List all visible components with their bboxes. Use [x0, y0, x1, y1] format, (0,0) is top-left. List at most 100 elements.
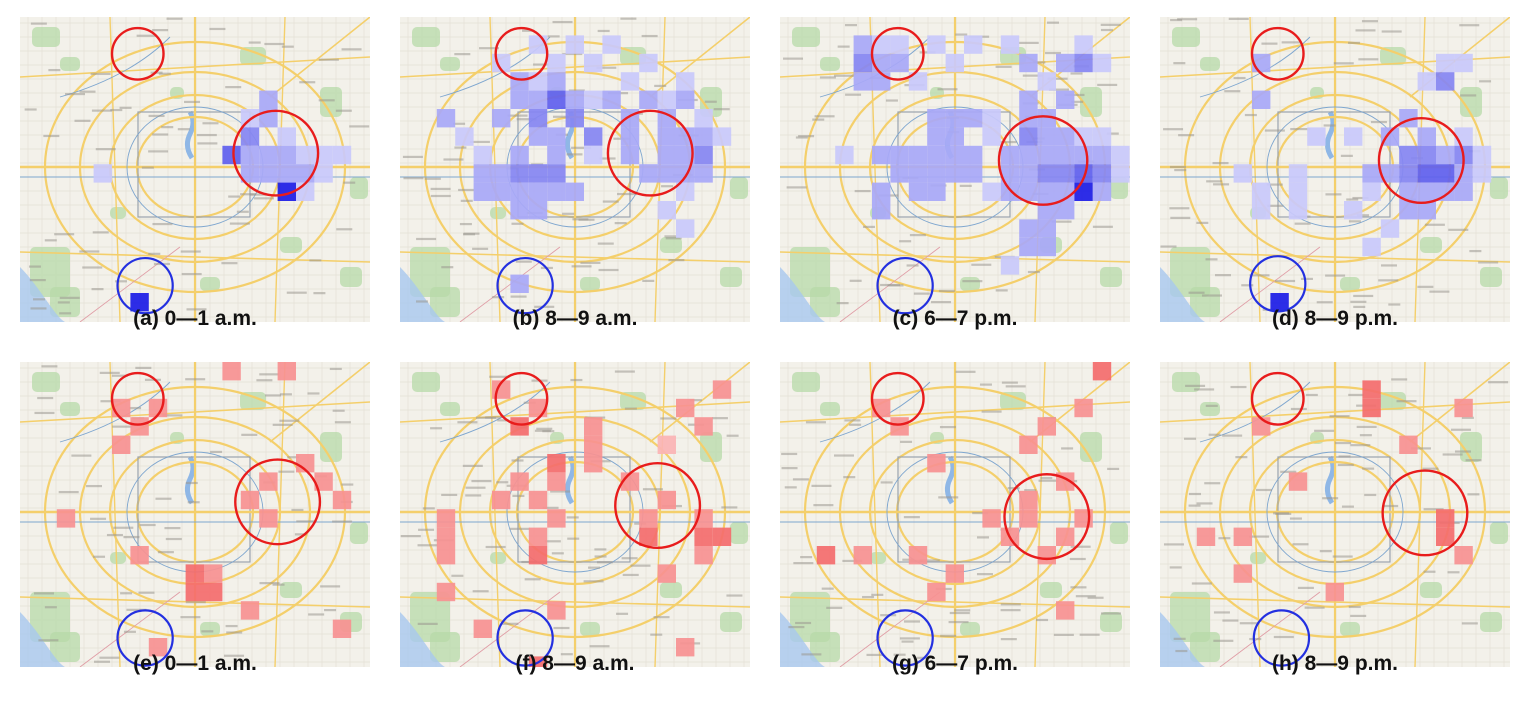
heat-cell [1019, 219, 1038, 238]
heat-cell [945, 145, 964, 165]
heat-cell [927, 182, 946, 201]
heat-cell [890, 145, 909, 165]
heat-cell [1380, 219, 1400, 238]
heat-cell [436, 109, 456, 128]
heat-cell [1019, 90, 1038, 109]
heat-cell [1056, 201, 1075, 220]
heat-cell [676, 398, 695, 418]
heat-cell [584, 454, 603, 473]
heat-cell [547, 145, 566, 165]
heat-cell [510, 201, 529, 220]
heat-cell [259, 90, 278, 109]
heat-cell [853, 72, 872, 91]
heat-cell [93, 164, 112, 183]
heat-cell [259, 145, 278, 165]
heat-cell [927, 582, 946, 602]
heat-cell [657, 164, 676, 183]
heat-cell [1417, 127, 1436, 146]
heat-cell [1000, 256, 1020, 275]
highlight-circle-red [1377, 117, 1465, 205]
heat-cell [964, 109, 983, 128]
heat-cell [240, 145, 260, 165]
heat-cell [436, 509, 456, 528]
heat-cell [259, 472, 278, 491]
heat-cell [945, 127, 964, 146]
heat-cell [1056, 145, 1075, 165]
panel-caption-f: (f) 8—9 a.m. [515, 652, 635, 675]
heat-cell [890, 164, 909, 183]
heat-cell [1454, 398, 1473, 418]
heat-cell [510, 90, 529, 109]
heat-cell [528, 164, 548, 183]
heat-cell [547, 509, 566, 528]
heat-cell [296, 145, 315, 165]
heat-cell [890, 417, 909, 436]
heat-cell [492, 109, 511, 128]
heat-cell [1436, 53, 1455, 73]
heat-cell [890, 35, 909, 54]
heat-cell [565, 182, 584, 201]
heat-cell [1288, 201, 1308, 220]
highlight-circle-red [234, 458, 322, 546]
heatmap-b [400, 17, 750, 322]
heat-cell [1056, 127, 1075, 146]
heat-cell [547, 472, 566, 491]
heat-cell [240, 127, 260, 146]
heat-cell [1019, 182, 1038, 201]
heat-cell [1019, 490, 1038, 510]
heat-cell [277, 362, 296, 381]
heat-cell [130, 546, 149, 565]
heat-cell [277, 182, 296, 201]
heat-cell [1233, 527, 1252, 546]
heat-cell [657, 435, 676, 454]
heat-cell [1399, 182, 1418, 201]
heat-cell [547, 90, 566, 109]
heat-cells [436, 380, 732, 667]
map-panel-f [400, 362, 750, 667]
heat-cell [1092, 164, 1112, 183]
heat-cell [1019, 53, 1038, 73]
heat-cell [314, 164, 333, 183]
heatmap-g [780, 362, 1130, 667]
heat-cell [565, 109, 584, 128]
map-panel-g [780, 362, 1130, 667]
highlight-circle-blue [1249, 255, 1307, 313]
heat-cell [1417, 164, 1436, 183]
map-panel-b [400, 17, 750, 322]
heat-cell [620, 145, 640, 165]
heat-cell [676, 219, 695, 238]
heat-cell [657, 490, 676, 510]
heat-cell [296, 182, 315, 201]
heat-cell [1056, 527, 1075, 546]
heat-cell [1056, 53, 1075, 73]
heat-cell [1111, 145, 1130, 165]
highlight-circle-red [232, 109, 320, 197]
heat-cell [872, 201, 891, 220]
heat-cell [1092, 182, 1112, 201]
highlight-circle-red [110, 26, 165, 81]
heat-cell [1092, 53, 1112, 73]
heat-cells [1233, 53, 1492, 312]
heat-cell [639, 53, 658, 73]
heat-cell [908, 182, 928, 201]
heat-cell [1056, 90, 1075, 109]
panel-caption-b: (b) 8—9 a.m. [512, 307, 638, 330]
highlight-circle-blue [876, 609, 934, 667]
heat-cell [1092, 362, 1112, 381]
heat-cell [982, 127, 1001, 146]
heat-cell [712, 127, 732, 146]
heat-cell [204, 564, 223, 583]
heat-cell [547, 53, 566, 73]
heatmap-f [400, 362, 750, 667]
heat-cell [676, 182, 695, 201]
heat-cell [528, 201, 548, 220]
heat-cell [332, 490, 352, 510]
heat-cell [473, 145, 492, 165]
heat-cell [1074, 164, 1093, 183]
heat-cell [676, 164, 695, 183]
heat-cell [112, 435, 131, 454]
heat-cell [964, 145, 983, 165]
heat-cell [240, 164, 260, 183]
map-panel-c [780, 17, 1130, 322]
heat-cell [694, 127, 713, 146]
